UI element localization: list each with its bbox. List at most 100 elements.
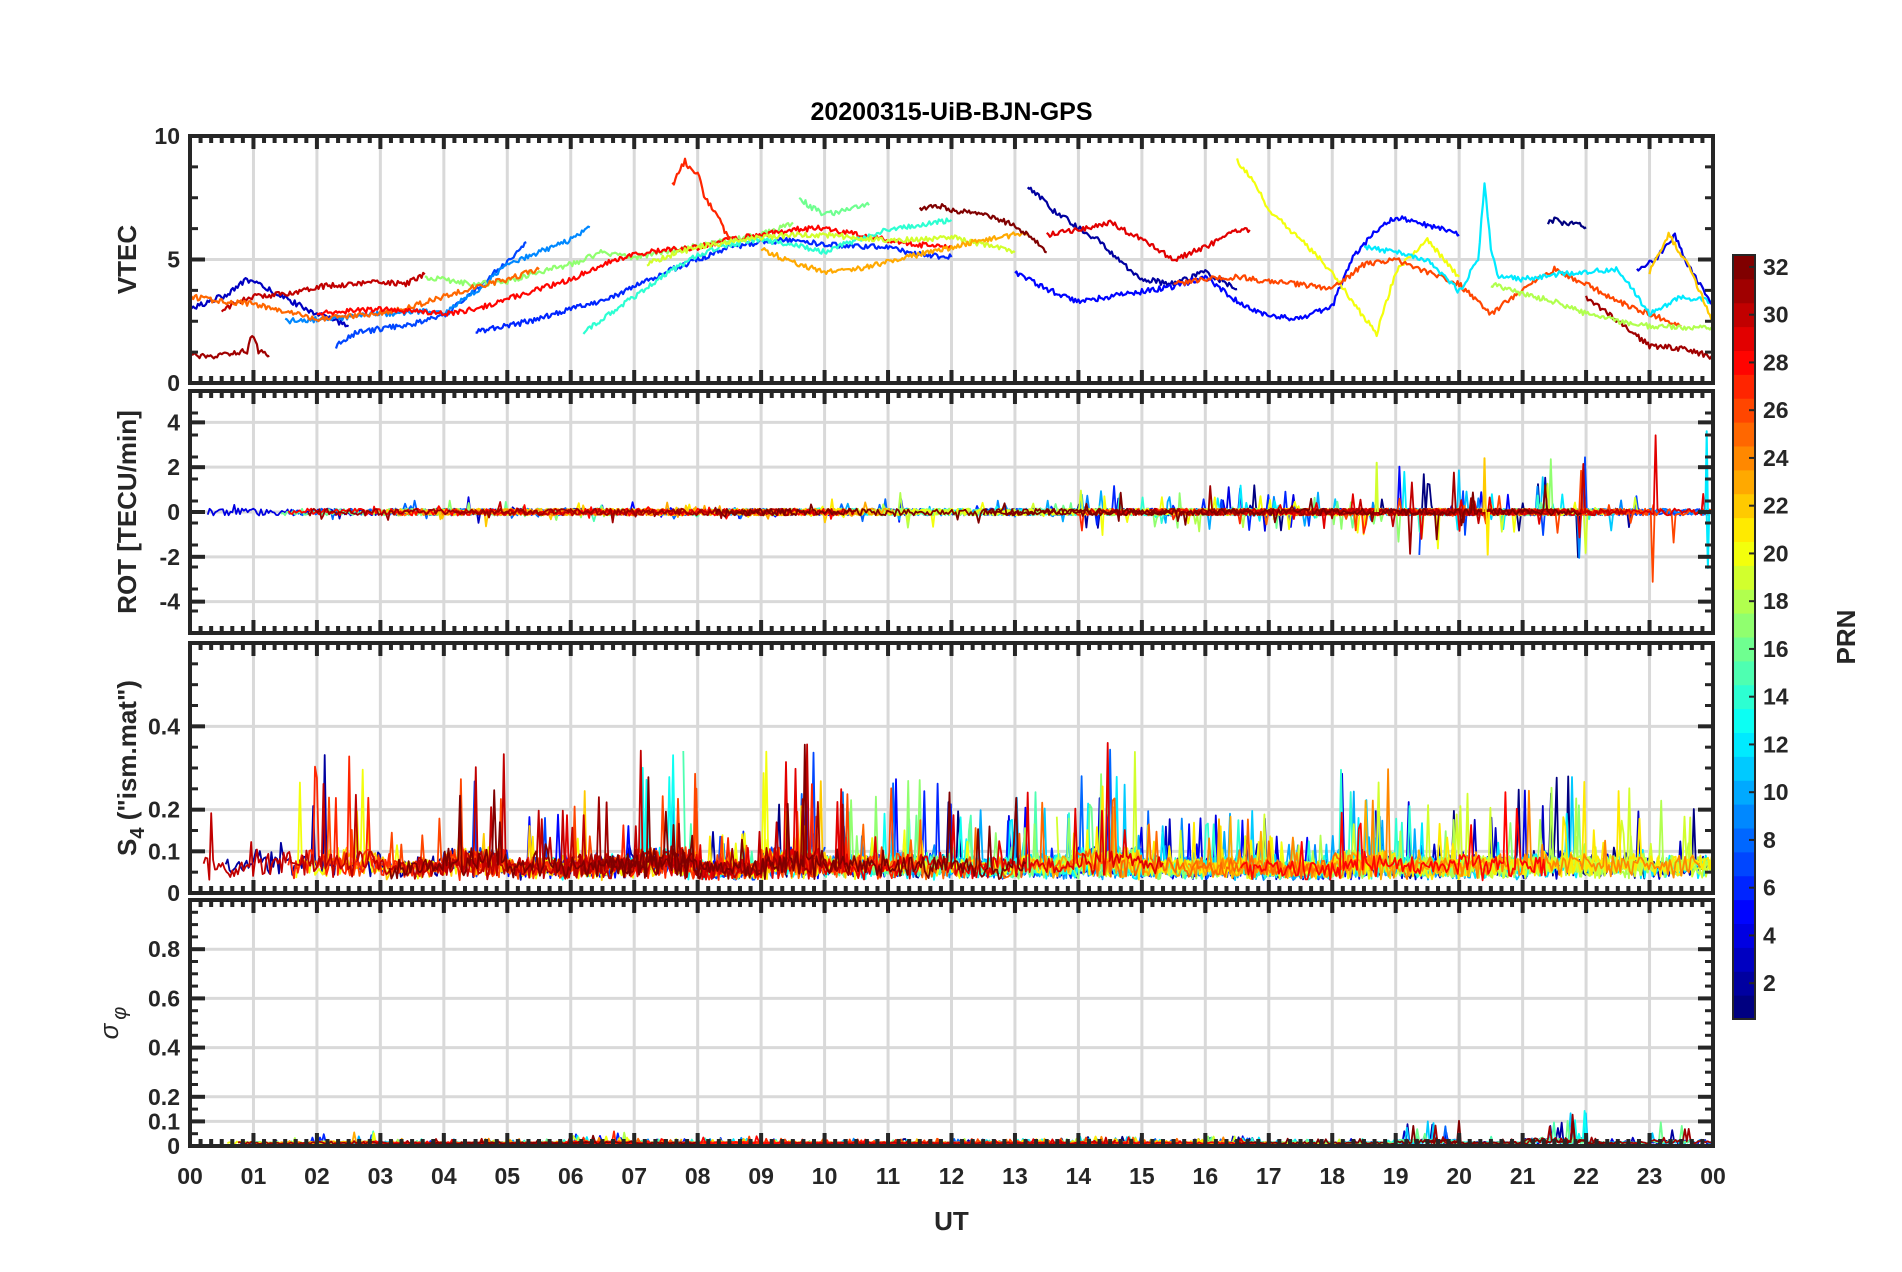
x-tick-label: 04 <box>431 1163 457 1189</box>
vtec-trace-prn-17 <box>424 221 794 288</box>
colorbar-band <box>1733 708 1755 733</box>
x-axis-label: UT <box>934 1206 969 1236</box>
y-tick-label: 0.2 <box>148 1084 180 1110</box>
x-tick-label: 17 <box>1256 1163 1282 1189</box>
colorbar-tick-label: 22 <box>1763 493 1789 519</box>
rot-spike <box>1705 511 1711 569</box>
colorbar-band <box>1733 756 1755 781</box>
y-axis-label: ROT [TECU/min] <box>112 410 142 614</box>
vtec-trace-prn-22 <box>1648 231 1713 323</box>
vtec-trace-prn-18 <box>1490 282 1713 331</box>
colorbar-tick-label: 24 <box>1763 445 1789 471</box>
colorbar-band <box>1733 971 1755 996</box>
x-tick-label: 18 <box>1319 1163 1345 1189</box>
vtec-trace-prn-31 <box>1585 295 1713 360</box>
colorbar-band <box>1733 302 1755 328</box>
x-tick-label: 23 <box>1637 1163 1663 1189</box>
x-tick-label: 15 <box>1129 1163 1155 1189</box>
rot-trace-prn-30 <box>1200 462 1628 528</box>
s4-trace-prn-32 <box>388 776 703 880</box>
colorbar-band <box>1733 613 1755 638</box>
rot-spike <box>1485 511 1490 556</box>
colorbar-band <box>1733 422 1755 447</box>
y-axis-label: S4 ("ism.mat") <box>112 680 149 856</box>
colorbar-band <box>1733 684 1755 710</box>
vtec-trace-prn-29 <box>1046 219 1251 262</box>
vtec-trace-prn-19 <box>646 231 1016 267</box>
rot-trace-prn-19 <box>831 489 1139 523</box>
rot-spike <box>1374 461 1379 513</box>
y-tick-label: 10 <box>154 123 180 149</box>
x-tick-label: 16 <box>1193 1163 1219 1189</box>
vtec-trace-prn-1 <box>1546 216 1587 230</box>
y-label-main: S <box>112 839 142 856</box>
colorbar-band <box>1733 541 1755 566</box>
x-tick-label: 13 <box>1002 1163 1028 1189</box>
panel-3: 00.10.20.4S4 ("ism.mat") <box>112 641 1715 906</box>
y-tick-label: 0.4 <box>148 713 180 739</box>
y-label-rest: ("ism.mat") <box>112 680 142 827</box>
panel-4: 00.10.2 0.4 0.6 0.8 σφ <box>94 898 1715 1159</box>
vtec-trace-prn-31 <box>190 335 270 360</box>
rot-spike <box>1482 457 1487 513</box>
vtec-trace-prn-32 <box>918 203 1047 254</box>
colorbar-tick-label: 16 <box>1763 636 1789 662</box>
vtec-trace-prn-28 <box>316 224 953 317</box>
x-tick-label: 09 <box>748 1163 774 1189</box>
vtec-trace-prn-27 <box>671 157 731 241</box>
vtec-trace-prn-23 <box>760 231 1029 275</box>
colorbar-band <box>1733 660 1755 686</box>
x-tick-label: 20 <box>1446 1163 1472 1189</box>
chart-title: 20200315-UiB-BJN-GPS <box>810 98 1092 126</box>
rot-spike <box>1704 430 1709 513</box>
colorbar-band <box>1733 517 1755 542</box>
colorbar-tick-label: 26 <box>1763 397 1789 423</box>
colorbar-tick-label: 28 <box>1763 349 1789 375</box>
colorbar-band <box>1733 398 1755 423</box>
x-tick-label: 22 <box>1573 1163 1599 1189</box>
colorbar-band <box>1733 469 1755 495</box>
x-tick-label: 01 <box>241 1163 267 1189</box>
x-tick-label: 00 <box>1700 1163 1726 1189</box>
colorbar-band <box>1733 804 1755 829</box>
x-tick-label: 14 <box>1066 1163 1092 1189</box>
colorbar-band <box>1733 732 1755 757</box>
y-tick-label: 0 <box>167 499 180 525</box>
vtec-trace-prn-14 <box>582 217 953 335</box>
y-tick-label: 0 <box>167 1133 180 1159</box>
colorbar-band <box>1733 995 1755 1020</box>
colorbar-band <box>1733 255 1755 280</box>
x-tick-label: 05 <box>494 1163 520 1189</box>
colorbar-tick-label: 8 <box>1763 827 1776 853</box>
x-tick-label: 10 <box>812 1163 838 1189</box>
x-tick-label: 06 <box>558 1163 584 1189</box>
vtec-trace-prn-16 <box>798 196 870 217</box>
colorbar-band <box>1733 446 1755 471</box>
x-tick-label: 21 <box>1510 1163 1536 1189</box>
colorbar-band <box>1733 923 1755 948</box>
colorbar-tick-label: 18 <box>1763 588 1789 614</box>
colorbar-band <box>1733 565 1755 590</box>
colorbar-tick-label: 12 <box>1763 731 1789 757</box>
y-tick-label: 0.2 <box>148 797 180 823</box>
vtec-trace-prn-20 <box>1236 158 1461 338</box>
vtec-trace-prn-9 <box>284 225 591 325</box>
colorbar-tick-label: 14 <box>1763 684 1789 710</box>
vtec-trace-prn-26 <box>1173 257 1682 328</box>
y-label-sub: 4 <box>127 827 149 839</box>
colorbar-band <box>1733 828 1755 853</box>
colorbar-tick-label: 10 <box>1763 779 1789 805</box>
colorbar-label: PRN <box>1831 610 1861 665</box>
colorbar-band <box>1733 899 1755 924</box>
s4-trace-prn-29 <box>552 742 1164 881</box>
panel-3-traces <box>202 742 1713 882</box>
colorbar-band <box>1733 947 1755 972</box>
y-tick-label: 0 <box>167 370 180 396</box>
colorbar-tick-label: 32 <box>1763 254 1789 280</box>
rot-trace-prn-32 <box>714 503 1168 524</box>
x-tick-label: 12 <box>939 1163 965 1189</box>
rot-trace-prn-31 <box>307 506 794 524</box>
y-tick-label: 5 <box>167 247 180 273</box>
panel-1: 0 5 10 VTEC <box>112 123 1715 396</box>
